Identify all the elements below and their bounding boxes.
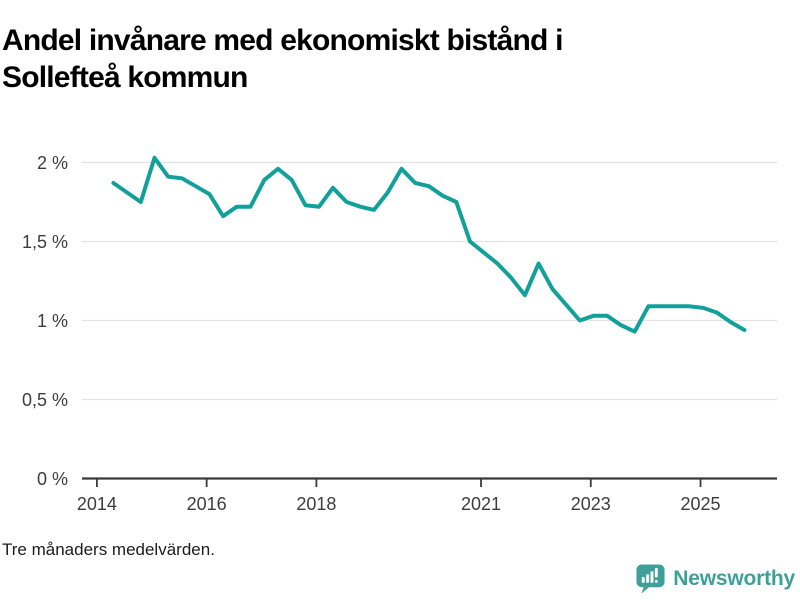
chart-title-line1: Andel invånare med ekonomiskt bistånd i [2, 24, 563, 58]
chart-title-line2: Sollefteå kommun [2, 61, 248, 95]
x-axis-tick-label: 2014 [77, 494, 117, 514]
y-axis-tick-label: 1 % [37, 311, 68, 331]
y-axis-tick-label: 0,5 % [22, 390, 68, 410]
x-axis-tick-label: 2016 [187, 494, 227, 514]
x-axis-tick-label: 2025 [681, 494, 721, 514]
y-axis-tick-label: 0 % [37, 469, 68, 489]
newsworthy-logo-icon [636, 564, 665, 594]
x-axis-tick-label: 2023 [571, 494, 611, 514]
chart-title: Andel invånare med ekonomiskt bistånd i … [2, 22, 762, 96]
x-axis-tick-label: 2021 [461, 494, 501, 514]
y-axis-tick-label: 1,5 % [22, 232, 68, 252]
y-axis-tick-label: 2 % [37, 153, 68, 173]
chart-footnote: Tre månaders medelvärden. [2, 540, 215, 559]
data-line-solleftea [111, 155, 747, 334]
newsworthy-branding: Newsworthy [635, 563, 795, 594]
x-axis-tick-label: 2018 [296, 494, 336, 514]
bar-chart-glyph [642, 567, 659, 583]
newsworthy-logo-text: Newsworthy [673, 566, 795, 590]
